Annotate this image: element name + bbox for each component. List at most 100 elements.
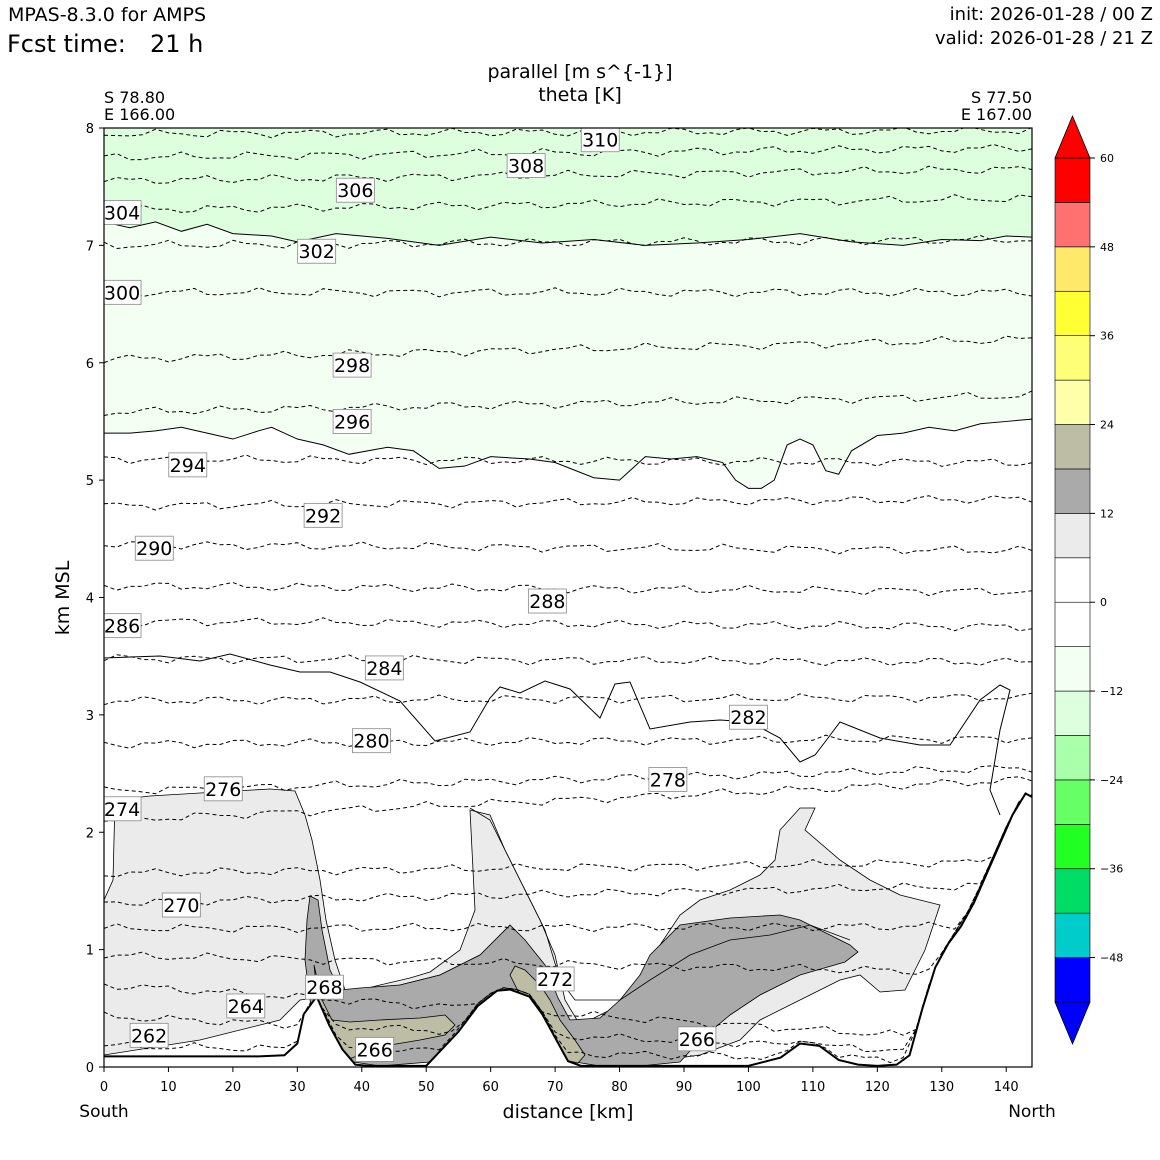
svg-text:300: 300: [104, 282, 140, 304]
x-tick-label-30: 30: [289, 1080, 306, 1095]
colorbar-segment-15: [1054, 290, 1091, 336]
x-tick-label-140: 140: [994, 1080, 1019, 1095]
contour-label-284: 284: [364, 655, 404, 681]
colorbar-segment-10: [1054, 513, 1091, 559]
svg-text:302: 302: [299, 241, 335, 263]
colorbar-segment-11: [1054, 468, 1091, 514]
svg-text:266: 266: [357, 1039, 393, 1061]
theta-contour-272: [104, 794, 1032, 906]
x-tick-label-110: 110: [800, 1080, 825, 1095]
svg-text:306: 306: [337, 180, 373, 202]
theta-contour-264: [104, 794, 1032, 1053]
theta-contour-274: [104, 794, 1032, 878]
svg-text:268: 268: [306, 977, 342, 999]
theta-contour-298: [104, 335, 1032, 364]
colorbar-segment-9: [1054, 557, 1091, 603]
svg-text:264: 264: [228, 996, 264, 1018]
theta-contour-262: [104, 794, 1032, 1064]
theta-contour-306: [104, 165, 1032, 184]
colorbar-tick-label-0: −48: [1100, 952, 1123, 965]
y-tick-label-2: 2: [86, 826, 94, 841]
svg-text:262: 262: [131, 1025, 167, 1047]
theta-contour-300: [104, 287, 1032, 298]
contour-label-288: 288: [527, 588, 567, 614]
colorbar-tick-label-4: 0: [1100, 596, 1107, 609]
svg-text:266: 266: [679, 1029, 715, 1051]
colorbar-tick-label-1: −36: [1100, 863, 1123, 876]
north-label: North: [1008, 1102, 1056, 1122]
theta-contour-286: [104, 617, 1032, 632]
theta-contour-302: [104, 234, 1032, 250]
svg-text:294: 294: [170, 455, 206, 477]
y-axis-label: km MSL: [52, 560, 74, 635]
x-tick-label-0: 0: [100, 1080, 108, 1095]
theta-contour-292: [104, 495, 1032, 511]
colorbar-tick-label-8: 48: [1100, 241, 1114, 254]
fcst-time-value: 21 h: [150, 30, 204, 58]
contour-label-300: 300: [104, 279, 142, 305]
colorbar-tick-label-9: 60: [1100, 152, 1114, 165]
theta-contour-270: [104, 794, 1032, 934]
svg-text:310: 310: [582, 130, 618, 152]
svg-text:274: 274: [104, 799, 140, 821]
chart-title-line1: parallel [m s^{-1}]: [487, 61, 672, 83]
theta-contour-266: [104, 794, 1032, 1036]
y-axis: 0 1 2 3 4 5 6 7 8: [86, 122, 104, 1076]
y-tick-label-5: 5: [86, 474, 94, 489]
colorbar-segment-2: [1054, 868, 1091, 914]
contour-label-286: 286: [104, 613, 142, 639]
colorbar-tick-label-5: 12: [1100, 507, 1114, 520]
colorbar-segment-13: [1054, 379, 1091, 425]
shade-middle-band: [104, 221, 1032, 489]
x-tick-label-130: 130: [929, 1080, 954, 1095]
y-tick-label-1: 1: [86, 944, 94, 959]
svg-text:296: 296: [334, 411, 370, 433]
contour-label-296: 296: [332, 409, 372, 434]
x-tick-label-80: 80: [611, 1080, 628, 1095]
contour-label-302: 302: [297, 238, 337, 264]
right-end-lon: E 167.00: [961, 105, 1032, 124]
contour-label-262: 262: [129, 1022, 169, 1048]
colorbar-under-arrow: [1054, 1001, 1091, 1046]
contour-label-266: 266: [677, 1026, 717, 1052]
contour-label-308: 308: [506, 153, 546, 178]
left-end-lat: S 78.80: [104, 88, 165, 107]
contour-label-280: 280: [352, 728, 391, 754]
theta-contour-278: [104, 765, 1032, 795]
contour-label-304: 304: [104, 200, 142, 225]
svg-text:298: 298: [334, 355, 370, 377]
contour-label-264: 264: [226, 993, 266, 1019]
svg-text:278: 278: [650, 769, 686, 791]
contour-label-310: 310: [580, 128, 620, 153]
colorbar-tick-label-6: 24: [1100, 419, 1114, 432]
svg-text:292: 292: [305, 505, 341, 527]
contour-label-276: 276: [203, 776, 243, 802]
svg-text:284: 284: [366, 658, 402, 680]
colorbar-segment-14: [1054, 335, 1091, 381]
colorbar-tick-label-2: −24: [1100, 774, 1123, 787]
shade-upper-band: [104, 128, 1032, 246]
shaded-regions: [104, 128, 1032, 489]
theta-contour-280: [104, 734, 1032, 749]
theta-contour-296: [104, 390, 1032, 416]
colorbar-segment-18: [1054, 157, 1091, 203]
contour-label-306: 306: [335, 177, 375, 203]
terrain-line: [104, 792, 1032, 1067]
colorbar-segment-16: [1054, 246, 1091, 292]
colorbar-tick-label-3: −12: [1100, 685, 1123, 698]
theta-contour-282: [104, 692, 1032, 706]
contour-label-278: 278: [648, 767, 688, 792]
contour-labels: 310 308 306 304 302 300 298 296 294 292 290 288 286 2…: [104, 128, 768, 1062]
contour-label-270: 270: [161, 892, 201, 918]
colorbar-segment-12: [1054, 424, 1091, 470]
x-tick-label-90: 90: [676, 1080, 693, 1095]
svg-text:304: 304: [104, 203, 140, 225]
colorbar: −48 −36 −24 −12 0 12 24 36 48 60: [1054, 114, 1123, 1046]
contour-label-272: 272: [535, 966, 575, 992]
y-tick-label-8: 8: [86, 122, 94, 137]
theta-contour-294: [104, 454, 1032, 467]
contour-label-282: 282: [729, 704, 768, 730]
x-tick-label-10: 10: [160, 1080, 177, 1095]
svg-text:276: 276: [205, 779, 241, 801]
colorbar-segment-8: [1054, 601, 1091, 647]
